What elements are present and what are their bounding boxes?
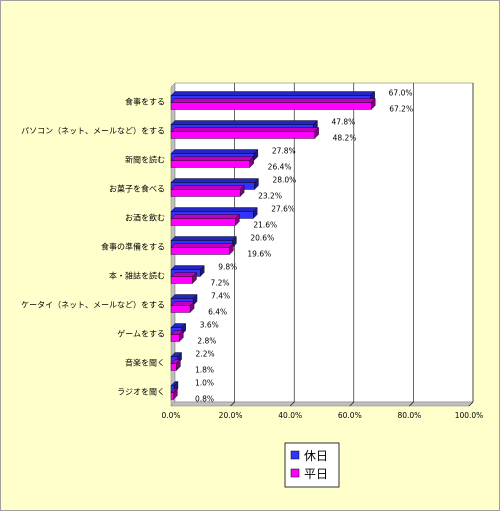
bar-top [170,156,255,161]
data-label: 27.8% [272,147,296,156]
bar-top [170,149,259,154]
bar-front [170,276,193,284]
category-label: お菓子を食べる [109,184,165,194]
bar-top [170,120,318,125]
x-tick-label: 100.0% [455,411,484,420]
grid-line-floor [349,401,355,407]
bar-top [170,127,320,132]
category-label: ゲームをする [117,329,165,339]
data-label: 47.8% [331,118,355,127]
x-tick-label: 20.0% [219,411,243,420]
data-label: 9.8% [218,263,237,272]
data-label: 1.8% [195,366,214,375]
bar-top [170,214,240,219]
bar-front [170,334,180,342]
category-label: 新聞を読む [125,155,165,165]
bar-weekday [170,185,245,197]
data-label: 21.6% [253,221,277,230]
x-tick-label: 40.0% [278,411,302,420]
data-label: 26.4% [268,163,292,172]
x-tick-label: 80.0% [397,411,421,420]
bar-top [170,185,245,190]
bar-top [170,236,237,241]
category-label: パソコン（ネット、メールなど）をする [21,127,165,136]
bar-top [170,98,376,103]
category-label: 食事をする [125,97,165,107]
bar-front [170,363,177,371]
grid-line-floor [289,401,295,407]
x-tick-label: 60.0% [338,411,362,420]
bar-front [170,102,372,110]
data-label: 67.2% [389,105,413,114]
data-label: 2.8% [197,337,216,346]
data-label: 1.0% [195,379,214,388]
bar-weekday [170,98,376,110]
plot-floor [170,401,474,407]
legend-swatch [290,468,300,478]
data-label: 7.4% [211,292,230,301]
data-label: 0.8% [195,395,214,404]
bar-top [170,207,258,212]
bar-weekday [170,330,184,342]
data-label: 23.2% [258,192,282,201]
bar-weekday [170,359,181,371]
bar-top [170,91,376,96]
bar-weekday [170,301,195,313]
bar-weekday [170,388,178,400]
bar-top [170,178,259,183]
legend-label: 休日 [304,449,328,463]
bar-front [170,160,250,168]
bar-front [170,392,174,400]
category-label: 音楽を聞く [125,358,165,368]
data-label: 7.2% [210,279,229,288]
legend-swatch [290,450,300,460]
bar-weekday [170,243,234,255]
bar-weekday [170,156,255,168]
bar-weekday [170,127,320,139]
category-label: ラジオを聞く [117,388,165,397]
category-label: お酒を飲む [125,213,165,223]
legend-box [284,442,340,488]
bar-front [170,305,191,313]
data-label: 20.6% [250,234,274,243]
data-label: 19.6% [247,250,271,259]
bar-weekday [170,214,240,226]
legend-label: 平日 [304,467,328,481]
bar-top [170,243,234,248]
bar-front [170,218,236,226]
category-labels: 食事をするパソコン（ネット、メールなど）をする新聞を読むお菓子を食べるお酒を飲む… [21,97,165,397]
bars [170,91,376,400]
bar-weekday [170,272,197,284]
category-label: 本・雑誌を読む [109,271,165,281]
bar-top [170,294,198,299]
category-label: ケータイ（ネット、メールなど）をする [21,301,165,310]
bar-front [170,247,230,255]
x-tick-label: 0.0% [161,411,180,420]
data-label: 6.4% [208,308,227,317]
grid-line-floor [468,401,474,407]
grid-line-floor [230,401,235,407]
value-labels: 67.0% 67.2% 47.8% 48.2% 27.8% 26.4% 28.0% 23.2%… [195,89,413,404]
data-label: 3.6% [200,321,219,330]
data-label: 48.2% [333,134,357,143]
grid-line-floor [409,401,414,407]
data-label: 28.0% [272,176,296,185]
data-label: 67.0% [389,89,413,98]
bar-top [170,272,197,277]
bar-front [170,131,315,139]
category-label: 食事の準備をする [101,242,165,252]
x-tick-labels: 0.0% 20.0% 40.0% 60.0% 80.0% 100.0% [161,411,483,420]
bar-top [170,265,205,270]
data-label: 27.6% [271,205,295,214]
data-label: 2.2% [196,350,215,359]
bar-front [170,189,241,197]
